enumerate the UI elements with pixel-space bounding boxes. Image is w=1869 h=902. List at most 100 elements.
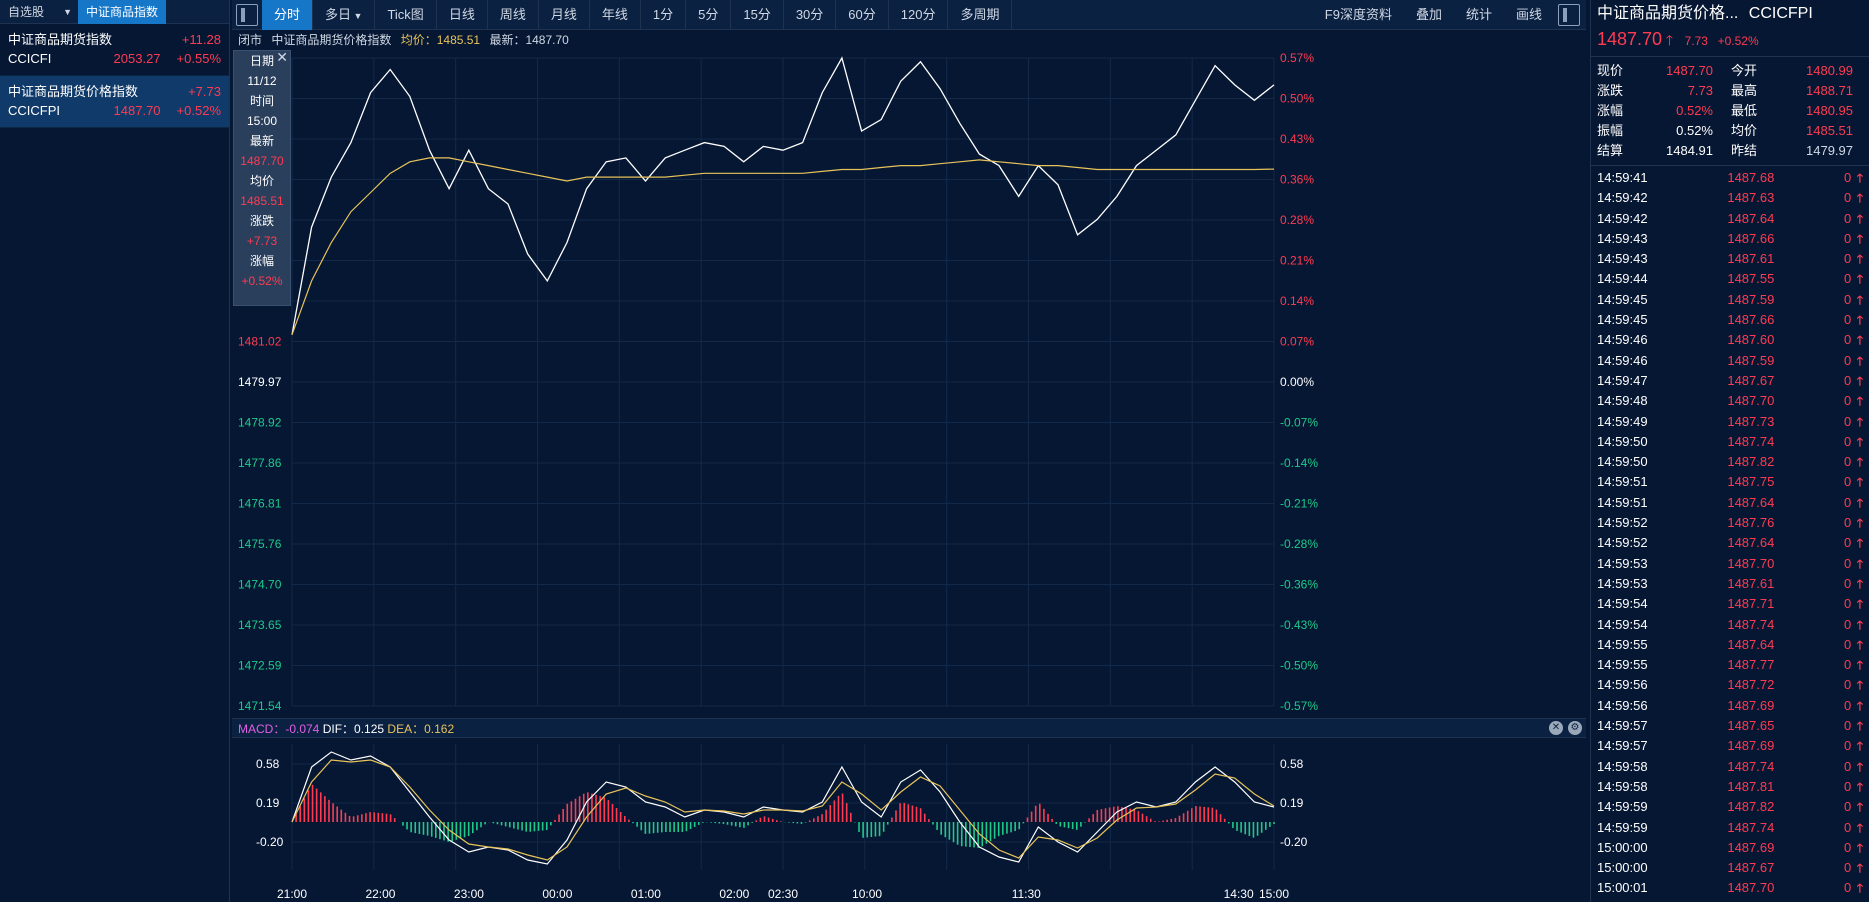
quote-row: 涨跌 7.73 最高 1488.71	[1597, 81, 1863, 101]
period-button[interactable]: 年线	[590, 0, 641, 30]
tick-list[interactable]: 14:59:41 1487.68 0 🡑 14:59:42 1487.63 0 🡑 14:59:…	[1591, 166, 1869, 901]
period-label: 60分	[848, 6, 876, 22]
tick-volume: 0	[1843, 433, 1852, 449]
gear-icon[interactable]: ⚙	[1568, 721, 1582, 735]
tick-row: 14:59:54 1487.74 0 🡑	[1597, 615, 1863, 635]
tick-time: 14:59:56	[1597, 697, 1648, 713]
macd-tick-label-right: -0.20	[1280, 835, 1308, 849]
tick-price: 1487.69	[1727, 738, 1775, 754]
price-chart[interactable]: 1488.401487.351486.291485.241484.181483.…	[232, 50, 1586, 718]
period-button[interactable]: 月线	[539, 0, 590, 30]
period-button[interactable]: Tick图	[375, 0, 437, 30]
close-circle-icon[interactable]: ✕	[1549, 721, 1563, 735]
period-button[interactable]: 周线	[488, 0, 539, 30]
period-button[interactable]: 15分	[731, 0, 784, 30]
period-button[interactable]: 多周期	[948, 0, 1013, 30]
period-button[interactable]: 120分	[889, 0, 949, 30]
tick-row: 14:59:44 1487.55 0 🡑	[1597, 269, 1863, 289]
tick-price: 1487.75	[1727, 474, 1775, 490]
tick-row: 14:59:55 1487.77 0 🡑	[1597, 655, 1863, 675]
macd-tick-label-right: 0.58	[1280, 757, 1304, 771]
period-label: 15分	[743, 6, 771, 22]
tick-row: 14:59:58 1487.81 0 🡑	[1597, 777, 1863, 797]
tick-row: 14:59:55 1487.64 0 🡑	[1597, 635, 1863, 655]
last-price-label: 最新：1487.70	[489, 33, 569, 47]
arrow-up-icon: 🡑	[1856, 353, 1864, 368]
toolbar-right-button[interactable]: F9深度资料	[1324, 6, 1392, 22]
tick-price: 1487.64	[1727, 535, 1775, 551]
panel-toggle-icon[interactable]	[236, 3, 258, 26]
pct-tick-label: -0.21%	[1280, 497, 1318, 511]
tick-time: 14:59:54	[1597, 616, 1648, 632]
period-button[interactable]: 多日 ▼	[313, 0, 376, 30]
macd-tick-label: 0.58	[256, 757, 280, 771]
quote-label: 最高	[1731, 83, 1758, 98]
avg-line	[291, 157, 1275, 335]
avg-price-label: 均价：1485.51	[400, 33, 481, 47]
tick-row: 14:59:42 1487.64 0 🡑	[1597, 209, 1863, 229]
quote-value: 1479.97	[1806, 143, 1853, 158]
period-button[interactable]: 分时	[262, 0, 314, 30]
tick-price: 1487.59	[1727, 291, 1775, 307]
pct-tick-label: -0.07%	[1280, 416, 1318, 430]
arrow-up-icon: 🡑	[1856, 719, 1864, 734]
arrow-up-icon: 🡑	[1856, 678, 1864, 693]
tick-row: 14:59:56 1487.72 0 🡑	[1597, 675, 1863, 695]
quote-value: 7.73	[1687, 83, 1713, 98]
tick-price: 1487.64	[1727, 210, 1775, 226]
x-tick-label: 14:30	[1224, 887, 1254, 901]
quote-grid: 现价 1487.70 今开 1480.99 涨跌 7.73 最高 1488.71 涨幅 0.52%…	[1591, 56, 1869, 166]
market-status: 闭市	[238, 33, 263, 47]
x-tick-label: 02:00	[719, 887, 749, 901]
period-button[interactable]: 1分	[641, 0, 687, 30]
tick-volume: 0	[1843, 657, 1852, 673]
pct-tick-label: 0.57%	[1280, 51, 1314, 65]
y-tick-label: 1478.92	[238, 416, 282, 430]
pct-tick-label: 0.00%	[1280, 375, 1314, 389]
toolbar-right-button[interactable]: 叠加	[1415, 6, 1442, 22]
tick-time: 14:59:42	[1597, 190, 1648, 206]
macd-chart[interactable]: 0.58 0.58 0.19 0.19 -0.20 -0.20 21:00 22:00 23:0…	[232, 738, 1586, 902]
pct-tick-label: 0.14%	[1280, 294, 1314, 308]
toolbar-right-button[interactable]: 统计	[1465, 6, 1492, 22]
arrow-up-icon: 🡑	[1856, 211, 1864, 226]
tick-volume: 0	[1843, 860, 1852, 876]
tab-ccindex[interactable]: 中证商品指数	[78, 0, 167, 24]
tab-watchlist[interactable]: 自选股 ▼	[0, 0, 78, 24]
tick-price: 1487.67	[1727, 860, 1775, 876]
period-button[interactable]: 日线	[437, 0, 488, 30]
x-tick-label: 11:30	[1012, 887, 1041, 901]
tick-price: 1487.76	[1727, 515, 1775, 531]
tick-row: 14:59:51 1487.64 0 🡑	[1597, 493, 1863, 513]
quote-label: 振幅	[1597, 123, 1624, 138]
period-label: 120分	[900, 6, 936, 22]
period-button[interactable]: 60分	[836, 0, 889, 30]
quote-value: 0.52%	[1676, 103, 1713, 118]
tick-price: 1487.74	[1727, 819, 1775, 835]
tick-volume: 0	[1843, 352, 1852, 368]
period-button[interactable]: 30分	[784, 0, 837, 30]
tick-volume: 0	[1843, 312, 1852, 328]
chevron-down-icon[interactable]: ▼	[351, 10, 363, 21]
quote-panel: 中证商品期货价格... CCICFPI 1487.70 🡑 7.73 +0.52…	[1590, 0, 1869, 902]
arrow-up-icon: 🡑	[1856, 434, 1864, 449]
period-button[interactable]: 5分	[686, 0, 732, 30]
list-item[interactable]: 中证商品期货价格指数 +7.73 CCICFPI 1487.70 +0.52%	[0, 76, 229, 128]
arrow-up-icon: 🡑	[1856, 576, 1864, 591]
tick-time: 14:59:47	[1597, 372, 1648, 388]
panel-toggle-right-icon[interactable]	[1558, 3, 1580, 26]
macd-tick-label: 0.19	[256, 796, 280, 810]
tick-row: 14:59:42 1487.63 0 🡑	[1597, 188, 1863, 208]
item-name: 中证商品期货指数	[8, 32, 113, 47]
list-item[interactable]: 中证商品期货指数 +11.28 CCICFI 2053.27 +0.55%	[0, 24, 229, 76]
arrow-up-icon: 🡑	[1856, 475, 1864, 490]
tick-price: 1487.67	[1727, 372, 1775, 388]
toolbar-right-button[interactable]: 画线	[1515, 6, 1542, 22]
quote-price: 1487.70	[1597, 29, 1663, 49]
tick-time: 15:00:01	[1597, 880, 1648, 896]
tick-volume: 0	[1843, 372, 1852, 388]
close-icon[interactable]: ✕	[276, 49, 288, 65]
crosshair-change-label: 涨跌	[249, 214, 274, 228]
tick-price: 1487.71	[1727, 596, 1775, 612]
chevron-down-icon[interactable]: ▼	[63, 7, 72, 17]
